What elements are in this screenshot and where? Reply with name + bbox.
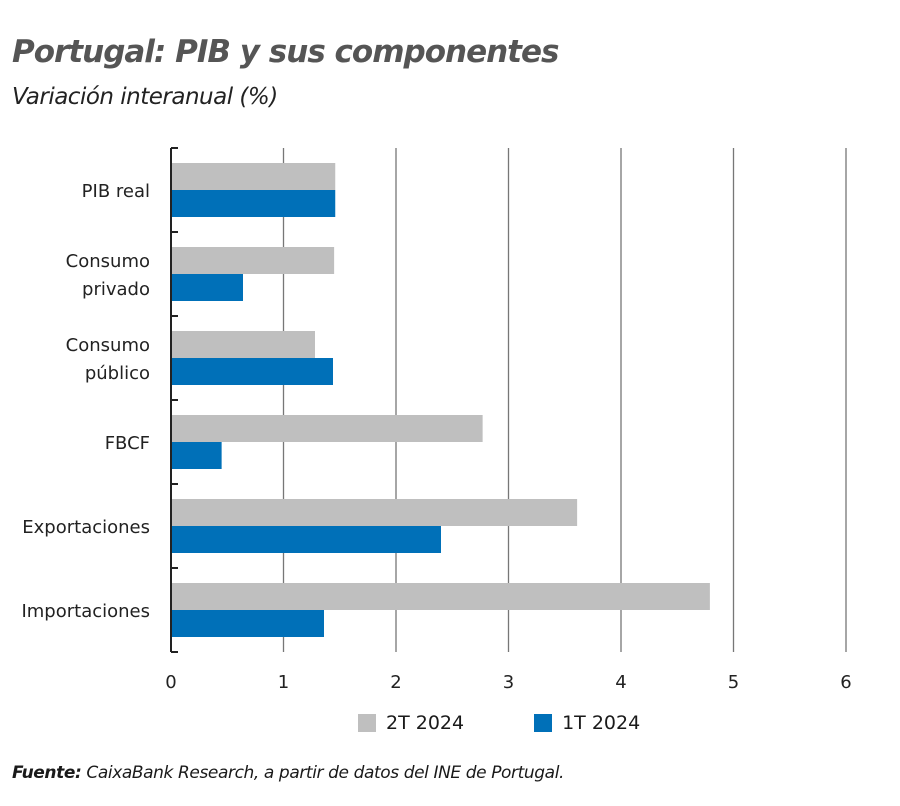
chart-title: Portugal: PIB y sus componentes — [12, 34, 559, 70]
bar-1t2024 — [171, 190, 336, 217]
bar-2t2024 — [171, 583, 710, 610]
category-label: privado — [82, 279, 150, 300]
legend-swatch — [534, 714, 553, 732]
bar-1t2024 — [171, 526, 441, 553]
x-tick-label: 2 — [390, 672, 401, 693]
x-tick-label: 5 — [728, 672, 739, 693]
category-label: Importaciones — [21, 601, 150, 622]
bar-chart: 0 1 2 3 4 5 6 PIB real Consumo privado Consumo públ… — [21, 147, 852, 693]
bar-1t2024 — [171, 358, 333, 385]
category-label: PIB real — [82, 181, 150, 202]
legend-label: 1T 2024 — [562, 712, 641, 734]
bar-2t2024 — [171, 163, 336, 190]
category-label: Consumo — [66, 251, 150, 272]
x-tick-label: 4 — [615, 672, 626, 693]
source-label: Fuente: — [12, 763, 82, 783]
source-text: CaixaBank Research, a partir de datos de… — [81, 763, 565, 783]
x-tick-label: 3 — [503, 672, 514, 693]
category-label: público — [85, 363, 150, 384]
legend-item-1t2024: 1T 2024 — [534, 712, 640, 734]
legend-label: 2T 2024 — [386, 712, 465, 734]
bar-2t2024 — [171, 331, 315, 358]
bar-1t2024 — [171, 442, 222, 469]
legend-swatch — [358, 714, 376, 732]
x-tick-label: 0 — [165, 672, 176, 693]
category-label: FBCF — [105, 433, 150, 454]
bar-2t2024 — [171, 247, 335, 274]
x-tick-label: 1 — [278, 672, 289, 693]
category-label: Consumo — [66, 335, 150, 356]
category-label: Exportaciones — [22, 517, 150, 538]
legend-item-2t2024: 2T 2024 — [358, 712, 464, 734]
chart-subtitle: Variación interanual (%) — [12, 84, 278, 110]
x-tick-label: 6 — [840, 672, 851, 693]
bar-2t2024 — [171, 415, 483, 442]
bar-1t2024 — [171, 274, 243, 301]
source-note: Fuente: CaixaBank Research, a partir de … — [12, 763, 564, 783]
bar-2t2024 — [171, 499, 578, 526]
legend: 2T 2024 1T 2024 — [358, 712, 640, 734]
bar-1t2024 — [171, 610, 324, 637]
